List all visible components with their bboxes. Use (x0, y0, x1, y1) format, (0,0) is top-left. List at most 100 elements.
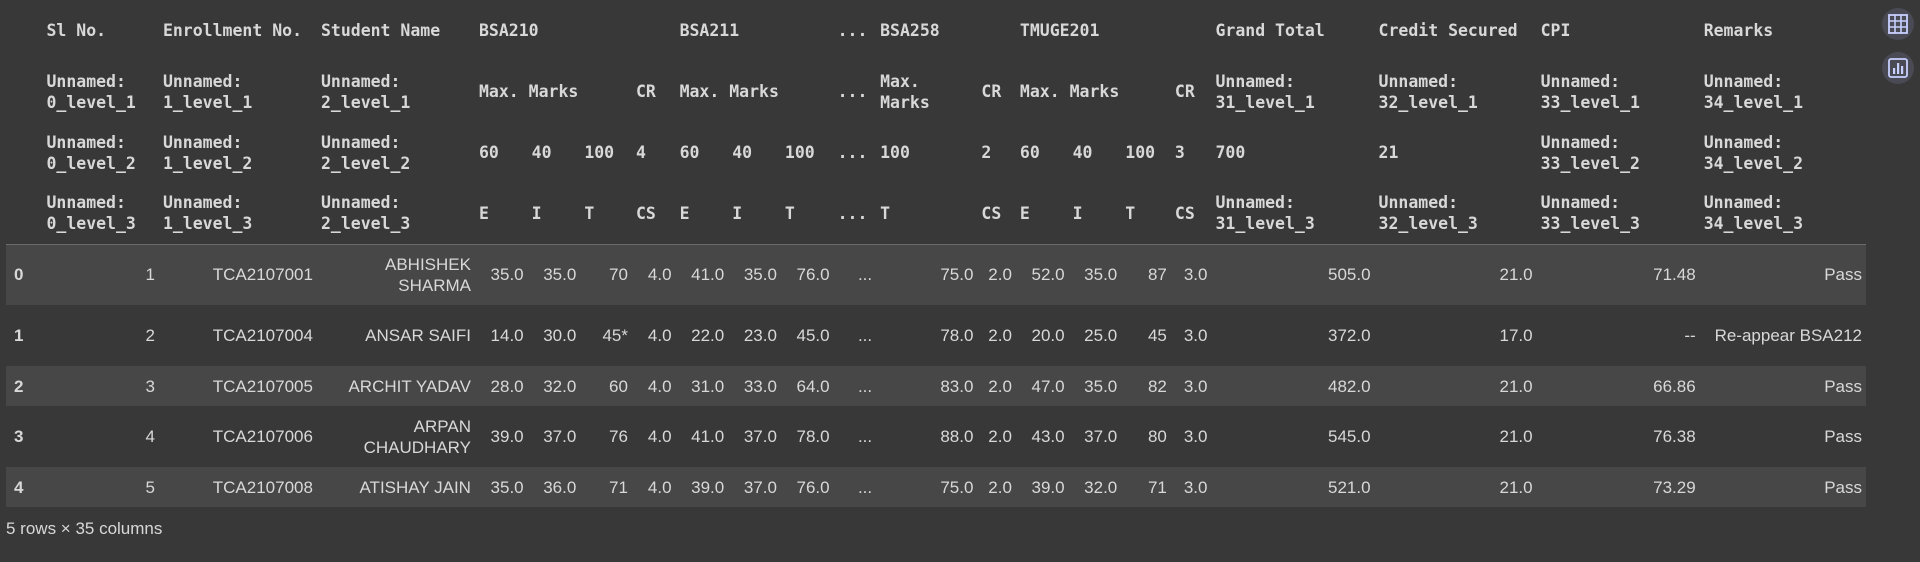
col-header: 100 (584, 143, 615, 162)
table-cell: ... (857, 326, 873, 345)
table-cell: 35.0 (1084, 265, 1118, 285)
header-row-level2: Unnamed: 0_level_2 Unnamed: 1_level_2 Un… (6, 122, 1866, 183)
table-cell: 32.0 (1084, 477, 1118, 497)
col-header: Sl No. (46, 21, 107, 40)
dataframe-shape-text: 5 rows × 35 columns (6, 519, 163, 538)
table-cell: TCA2107008 (212, 477, 313, 497)
table-cell: 21.0 (1499, 265, 1533, 285)
col-header: BSA211 (679, 21, 740, 40)
bar-chart-icon (1888, 58, 1908, 78)
col-header: 100 (1125, 143, 1156, 162)
table-cell: ... (857, 477, 873, 497)
col-header: Remarks (1703, 21, 1774, 40)
table-cell: Re-appear BSA212 (1714, 326, 1862, 345)
col-header: Max. Marks (478, 82, 579, 101)
dataframe-output: Sl No. Enrollment No. Student Name BSA21… (6, 0, 1866, 507)
table-cell: -- (1684, 326, 1696, 345)
col-header: 60 (478, 143, 499, 162)
col-header: Unnamed: 2_level_3 (316, 183, 475, 245)
col-header: Unnamed: 0_level_2 (46, 132, 136, 173)
col-header: CR (635, 82, 656, 101)
table-cell: 31.0 (691, 376, 725, 396)
col-header: ... (837, 143, 868, 162)
table-cell: 30.0 (543, 326, 577, 345)
col-header: Max. Marks (880, 71, 930, 112)
table-cell: 35.0 (490, 265, 524, 285)
col-header: Unnamed: 2_level_1 (320, 71, 411, 112)
table-cell: 71 (1147, 477, 1167, 497)
table-cell: TCA2107001 (212, 265, 313, 285)
table-cell: 75.0 (940, 265, 974, 285)
table-cell: 521.0 (1327, 477, 1371, 497)
col-header: T (1121, 183, 1171, 245)
col-header: I (728, 183, 781, 245)
table-cell: 76 (609, 427, 628, 446)
col-header: 100 (784, 143, 815, 162)
col-header: I (1068, 183, 1122, 245)
col-header: ... (837, 82, 868, 101)
row-index: 0 (14, 265, 24, 285)
table-cell: 35.0 (490, 477, 524, 497)
table-cell: TCA2107006 (212, 427, 313, 446)
convert-to-table-button[interactable] (1882, 8, 1914, 40)
table-cell: 3.0 (1183, 477, 1208, 497)
table-cell: 3.0 (1183, 326, 1208, 345)
col-header: CPI (1540, 21, 1571, 40)
table-cell: 1 (145, 265, 155, 285)
col-header: I (527, 183, 581, 245)
index-header (6, 61, 42, 122)
table-cell: ... (857, 376, 873, 396)
table-cell: ARCHIT YADAV (348, 376, 471, 396)
table-cell: 17.0 (1499, 326, 1533, 345)
col-header: T (780, 183, 834, 245)
table-cell: 21.0 (1499, 427, 1533, 446)
col-header: Unnamed: 34_level_1 (1703, 71, 1804, 112)
col-header: 60 (1019, 143, 1040, 162)
table-cell: 73.29 (1653, 477, 1696, 497)
table-cell: 39.0 (1031, 477, 1065, 497)
header-row-level3: Unnamed: 0_level_3 Unnamed: 1_level_3 Un… (6, 183, 1866, 245)
col-header: CS (1170, 183, 1212, 245)
table-cell: 3.0 (1183, 427, 1208, 446)
col-header: CS (977, 183, 1016, 245)
table-cell: 14.0 (490, 326, 524, 345)
table-cell: 37.0 (543, 427, 577, 446)
col-header: Unnamed: 33_level_3 (1536, 183, 1700, 245)
table-cell: 4.0 (647, 427, 672, 446)
table-cell: 60 (609, 376, 628, 396)
col-header: Unnamed: 2_level_2 (320, 132, 411, 173)
table-cell: 66.86 (1653, 376, 1696, 396)
table-cell: 76.0 (796, 477, 830, 497)
table-cell: 37.0 (1084, 427, 1118, 446)
col-header: Max. Marks (679, 82, 779, 101)
col-header: Unnamed: 34_level_3 (1699, 183, 1866, 245)
dataframe-table: Sl No. Enrollment No. Student Name BSA21… (6, 0, 1866, 507)
col-header: 4 (635, 143, 646, 162)
index-header (6, 122, 42, 183)
col-header: Unnamed: 32_level_1 (1378, 71, 1478, 112)
table-cell: 21.0 (1499, 376, 1533, 396)
table-cell: 41.0 (691, 265, 725, 285)
col-header: ... (837, 21, 868, 40)
table-cell: 482.0 (1327, 376, 1371, 396)
col-header: T (876, 183, 978, 245)
table-cell: 2.0 (988, 326, 1012, 345)
col-header: 700 (1215, 143, 1246, 162)
table-cell: 43.0 (1031, 427, 1065, 446)
col-header: Unnamed: 1_level_1 (162, 71, 253, 112)
table-cell: 36.0 (543, 477, 577, 497)
col-header: Student Name (320, 21, 441, 40)
table-cell: 78.0 (940, 326, 974, 345)
row-index: 1 (14, 326, 24, 345)
col-header: Unnamed: 33_level_2 (1540, 132, 1640, 173)
table-cell: 35.0 (1084, 376, 1118, 396)
col-header: Unnamed: 34_level_2 (1703, 132, 1804, 173)
col-header: Grand Total (1215, 21, 1325, 40)
table-cell: 505.0 (1327, 265, 1371, 285)
col-header: Max. Marks (1019, 82, 1120, 101)
col-header: BSA258 (880, 21, 940, 40)
header-row-level1: Unnamed: 0_level_1 Unnamed: 1_level_1 Un… (6, 61, 1866, 122)
suggest-charts-button[interactable] (1882, 52, 1914, 84)
table-cell: 4.0 (647, 265, 672, 285)
table-cell: 21.0 (1499, 477, 1533, 497)
